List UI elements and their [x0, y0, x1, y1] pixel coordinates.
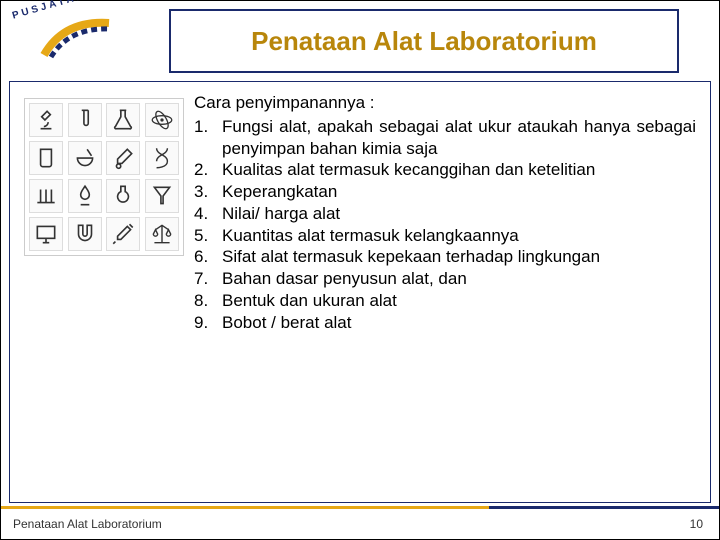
page-number: 10 — [690, 517, 703, 531]
list-item: 1.Fungsi alat, apakah sebagai alat ukur … — [194, 116, 696, 160]
list-number: 4. — [194, 203, 222, 225]
list-number: 7. — [194, 268, 222, 290]
list-item: 7.Bahan dasar penyusun alat, dan — [194, 268, 696, 290]
list-number: 5. — [194, 225, 222, 247]
flask-icon — [106, 103, 140, 137]
dropper-icon — [106, 141, 140, 175]
list-text: Fungsi alat, apakah sebagai alat ukur at… — [222, 116, 696, 160]
list-number: 6. — [194, 246, 222, 268]
syringe-icon — [106, 217, 140, 251]
list-item: 4.Nilai/ harga alat — [194, 203, 696, 225]
list-number: 9. — [194, 312, 222, 334]
list-number: 1. — [194, 116, 222, 160]
lab-icon-grid — [24, 98, 184, 256]
list-item: 9.Bobot / berat alat — [194, 312, 696, 334]
list-text: Nilai/ harga alat — [222, 203, 696, 225]
logo-area: PUSJATAN — [9, 9, 159, 65]
list-item: 2.Kualitas alat termasuk kecanggihan dan… — [194, 159, 696, 181]
list-item: 6.Sifat alat termasuk kepekaan terhadap … — [194, 246, 696, 268]
footer-title: Penataan Alat Laboratorium — [13, 517, 162, 531]
list-number: 8. — [194, 290, 222, 312]
text-column: Cara penyimpanannya : 1.Fungsi alat, apa… — [194, 92, 696, 492]
mortar-icon — [68, 141, 102, 175]
tubes-rack-icon — [29, 179, 63, 213]
microscope-icon — [29, 103, 63, 137]
list-text: Keperangkatan — [222, 181, 696, 203]
numbered-list: 1.Fungsi alat, apakah sebagai alat ukur … — [194, 116, 696, 334]
list-item: 8.Bentuk dan ukuran alat — [194, 290, 696, 312]
list-item: 5.Kuantitas alat termasuk kelangkaannya — [194, 225, 696, 247]
list-text: Kuantitas alat termasuk kelangkaannya — [222, 225, 696, 247]
scale-icon — [145, 217, 179, 251]
list-text: Sifat alat termasuk kepekaan terhadap li… — [222, 246, 696, 268]
list-text: Bahan dasar penyusun alat, dan — [222, 268, 696, 290]
logo-swoosh-icon — [39, 15, 119, 63]
burner-icon — [68, 179, 102, 213]
intro-text: Cara penyimpanannya : — [194, 92, 696, 114]
image-column — [24, 92, 194, 492]
beaker-icon — [29, 141, 63, 175]
title-box: Penataan Alat Laboratorium — [169, 9, 679, 73]
funnel-icon — [145, 179, 179, 213]
list-item: 3.Keperangkatan — [194, 181, 696, 203]
list-text: Bobot / berat alat — [222, 312, 696, 334]
content-frame: Cara penyimpanannya : 1.Fungsi alat, apa… — [9, 81, 711, 503]
dna-icon — [145, 141, 179, 175]
slide: PUSJATAN Penataan Alat Laboratorium — [0, 0, 720, 540]
footer-accent-bar — [1, 506, 719, 509]
list-number: 3. — [194, 181, 222, 203]
list-number: 2. — [194, 159, 222, 181]
list-text: Bentuk dan ukuran alat — [222, 290, 696, 312]
atom-icon — [145, 103, 179, 137]
list-text: Kualitas alat termasuk kecanggihan dan k… — [222, 159, 696, 181]
page-title: Penataan Alat Laboratorium — [251, 27, 597, 56]
testtube-icon — [68, 103, 102, 137]
magnet-icon — [68, 217, 102, 251]
monitor-icon — [29, 217, 63, 251]
roundflask-icon — [106, 179, 140, 213]
